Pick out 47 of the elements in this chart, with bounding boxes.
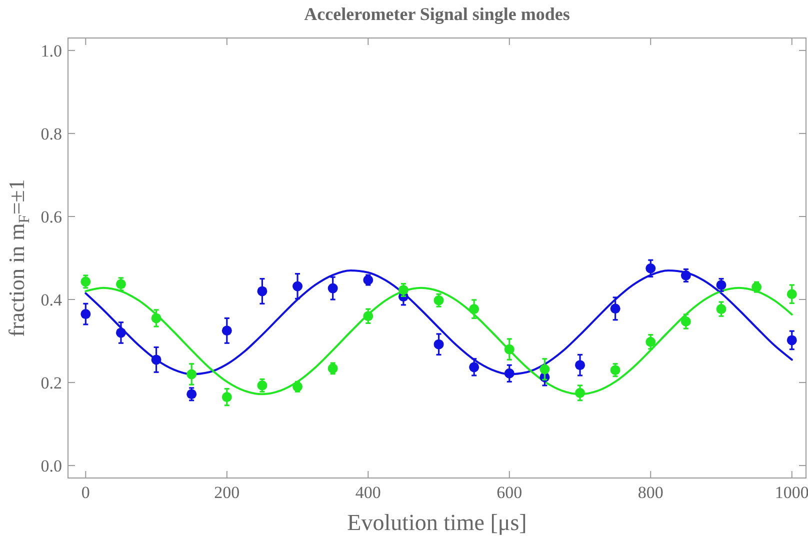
point bbox=[504, 344, 514, 354]
point bbox=[363, 275, 374, 285]
chart-title: Accelerometer Signal single modes bbox=[304, 4, 570, 24]
x-tick-label: 600 bbox=[496, 483, 522, 502]
y-tick-label: 0.8 bbox=[40, 124, 62, 144]
point bbox=[646, 263, 656, 274]
point bbox=[116, 279, 126, 290]
point bbox=[257, 380, 268, 390]
point bbox=[540, 364, 550, 374]
y-tick-label: 0.6 bbox=[40, 207, 62, 226]
point bbox=[575, 388, 586, 398]
point bbox=[80, 309, 91, 320]
point bbox=[716, 280, 726, 290]
point bbox=[222, 326, 232, 336]
x-tick-label: 200 bbox=[214, 483, 240, 502]
point bbox=[257, 286, 268, 296]
x-tick-label: 0 bbox=[81, 483, 90, 502]
point bbox=[786, 289, 797, 300]
y-tick-label: 1.0 bbox=[40, 41, 62, 60]
x-axis-title: Evolution time [μs] bbox=[347, 510, 527, 535]
point bbox=[786, 335, 797, 346]
point bbox=[469, 362, 480, 372]
point bbox=[469, 304, 480, 314]
x-tick-label: 400 bbox=[355, 483, 381, 502]
x-tick-label: 800 bbox=[638, 483, 664, 502]
point bbox=[680, 316, 691, 327]
point bbox=[680, 270, 691, 280]
x-tick-label: 1000 bbox=[774, 483, 808, 502]
point bbox=[610, 304, 620, 314]
y-tick-label: 0.0 bbox=[40, 456, 62, 476]
point bbox=[504, 368, 514, 378]
point bbox=[716, 304, 726, 314]
y-tick-label: 0.4 bbox=[40, 290, 62, 310]
point bbox=[363, 311, 374, 322]
point bbox=[434, 295, 444, 306]
point bbox=[575, 360, 586, 370]
point bbox=[646, 336, 656, 347]
point bbox=[328, 363, 338, 374]
point bbox=[186, 369, 197, 380]
point bbox=[222, 392, 232, 402]
y-tick-label: 0.2 bbox=[40, 374, 62, 393]
point bbox=[292, 281, 303, 292]
point bbox=[328, 283, 338, 294]
point bbox=[116, 328, 126, 338]
point bbox=[151, 354, 162, 365]
point bbox=[151, 313, 162, 324]
point bbox=[434, 339, 444, 350]
